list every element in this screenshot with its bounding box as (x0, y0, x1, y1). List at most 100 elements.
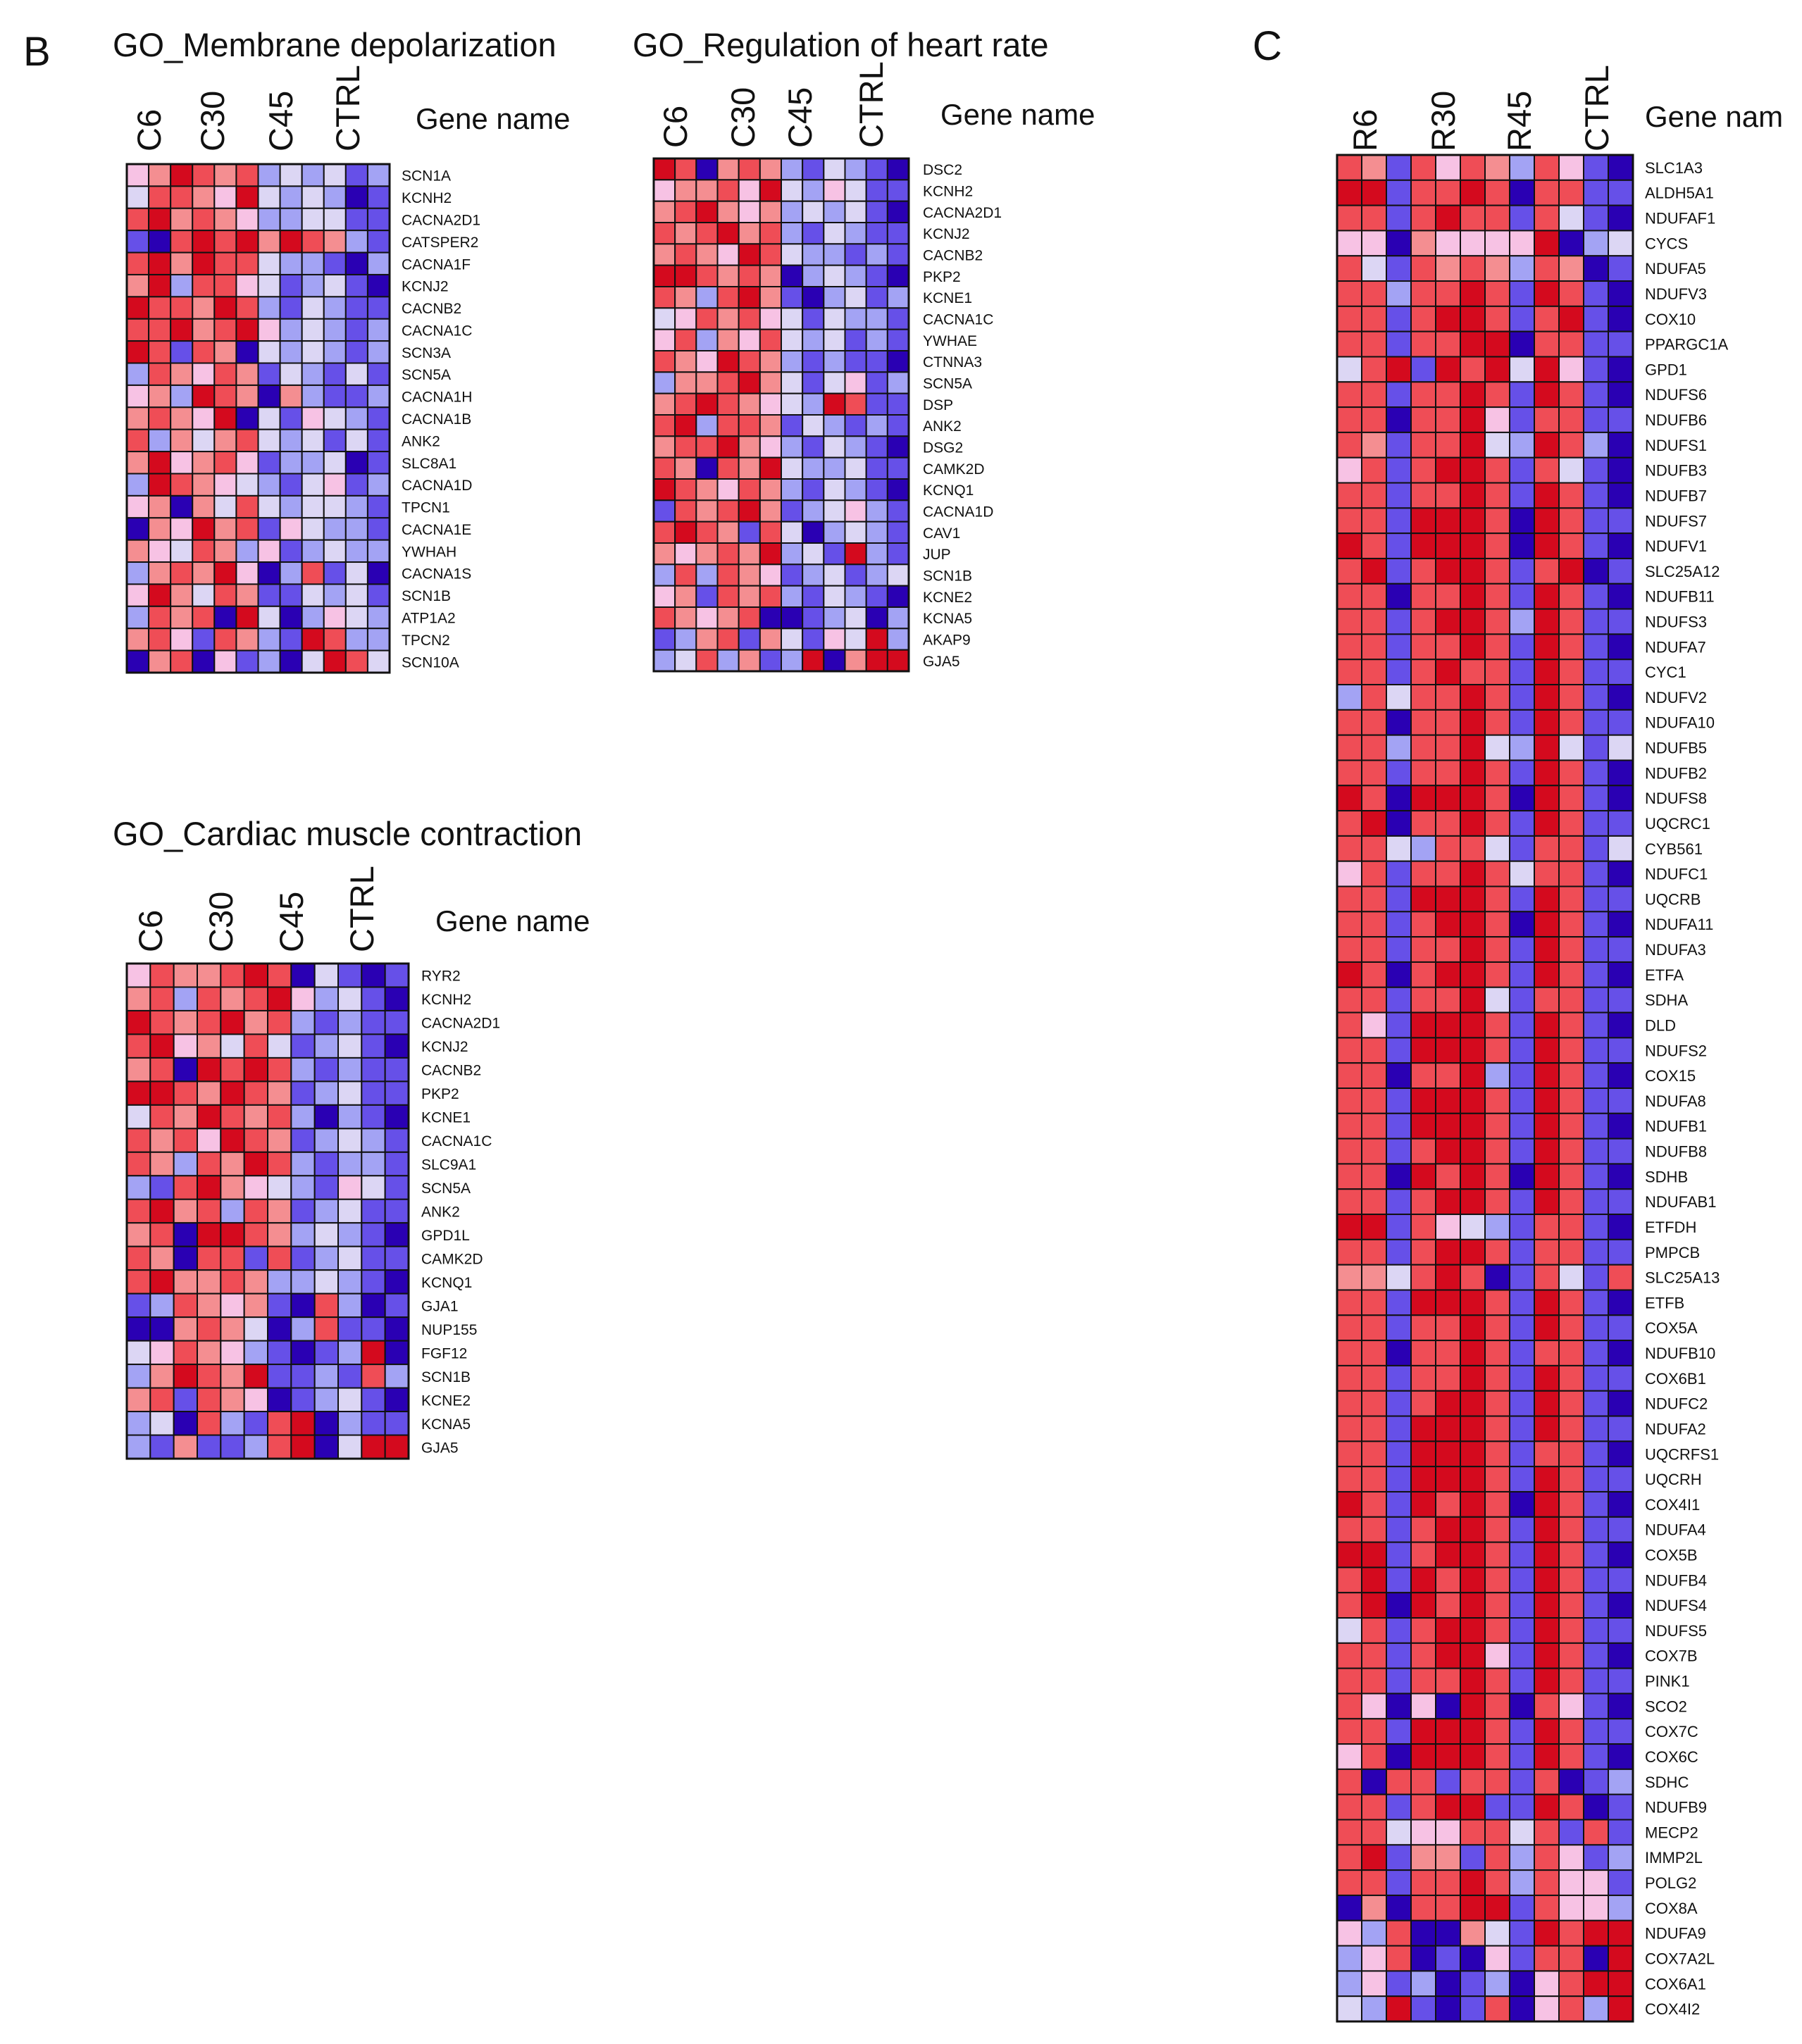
heatmap-cell (323, 230, 347, 254)
heatmap-cell (1583, 608, 1609, 635)
heatmap-cell (267, 1340, 292, 1366)
heatmap-cell (279, 517, 303, 541)
heatmap-cell (716, 478, 740, 501)
heatmap-cell (1608, 1869, 1634, 1896)
heatmap-cell (257, 451, 281, 475)
heatmap-cell (1386, 280, 1412, 307)
heatmap-cell (197, 1434, 222, 1460)
heatmap-cell (1435, 1919, 1461, 1947)
heatmap-cell (1583, 330, 1609, 358)
heatmap-cell (344, 296, 368, 320)
heatmap-cell (323, 583, 347, 607)
heatmap-cell (1460, 280, 1486, 307)
heatmap-cell (1583, 1995, 1609, 2022)
heatmap-cell (323, 473, 347, 497)
heatmap-cell (323, 605, 347, 630)
heatmap-cell (1534, 532, 1560, 559)
heatmap-cell (148, 251, 172, 275)
heatmap-cell (1460, 1238, 1486, 1266)
heatmap-cell (1410, 1340, 1436, 1366)
heatmap-cell (759, 243, 782, 266)
heatmap-cell (1484, 1919, 1510, 1947)
gene-label-cacna1e: CACNA1E (402, 522, 471, 538)
heatmap-cell (170, 163, 194, 187)
heatmap-cell (1460, 431, 1486, 459)
gene-label-akap9: AKAP9 (923, 632, 971, 649)
heatmap-cell (1509, 1894, 1535, 1921)
gene-label-pkp2: PKP2 (923, 269, 961, 285)
heatmap-cell (313, 1269, 340, 1295)
heatmap-cell (1484, 482, 1510, 509)
heatmap-cell (337, 1198, 363, 1224)
heatmap-cell (1460, 1718, 1486, 1745)
heatmap-cell (781, 307, 804, 330)
gene-label-ank2: ANK2 (402, 433, 440, 449)
heatmap-cell (1386, 1743, 1412, 1770)
heatmap-cell (1608, 1390, 1634, 1417)
gene-label-ryr2: RYR2 (421, 968, 461, 985)
heatmap-cell (1410, 1667, 1436, 1695)
heatmap-cell (823, 435, 846, 459)
heatmap-cell (1410, 582, 1436, 610)
heatmap-cell (361, 963, 386, 988)
heatmap-cell (1361, 406, 1387, 433)
heatmap-cell (213, 406, 237, 430)
heatmap-cell (1509, 532, 1535, 559)
heatmap-cell (1484, 406, 1510, 433)
heatmap-cell (337, 1104, 363, 1130)
heatmap-cell (1336, 1919, 1362, 1947)
heatmap-cell (126, 583, 150, 607)
heatmap-cell (290, 1222, 316, 1247)
heatmap-cell (1361, 582, 1387, 610)
heatmap-cell (1608, 1642, 1634, 1669)
heatmap-cell (1608, 330, 1634, 358)
heatmap-cell (1484, 684, 1510, 711)
heatmap-cell (1361, 986, 1387, 1014)
heatmap-cell (213, 384, 237, 409)
heatmap-cell (323, 185, 347, 209)
heatmap-cell (126, 451, 150, 475)
gene-label-ndufa9: NDUFA9 (1645, 1925, 1706, 1943)
heatmap-cell (1558, 1138, 1584, 1165)
heatmap-cell (1460, 961, 1486, 988)
heatmap-cell (170, 384, 194, 409)
heatmap-cell (213, 318, 237, 342)
heatmap-cell (126, 1411, 151, 1436)
gene-label-ndufb3: NDUFB3 (1645, 462, 1707, 480)
heatmap-cell (759, 435, 782, 459)
heatmap-cell (781, 585, 804, 608)
heatmap-cell (674, 328, 697, 352)
heatmap-cell (1410, 1264, 1436, 1291)
column-group-label-c45: C45 (262, 91, 299, 151)
heatmap-cell (802, 542, 825, 566)
heatmap-cell (220, 1009, 245, 1035)
heatmap-cell (781, 350, 804, 373)
heatmap-cell (1583, 1617, 1609, 1644)
heatmap-cell (323, 539, 347, 563)
heatmap-cell (173, 1340, 198, 1366)
gene-label-gja5: GJA5 (421, 1440, 459, 1456)
heatmap-cell (213, 428, 237, 453)
heatmap-cell (1361, 1844, 1387, 1871)
heatmap-cell (1435, 1592, 1461, 1619)
heatmap-cell (1361, 1490, 1387, 1518)
heatmap-border (652, 157, 910, 673)
heatmap-cell (1460, 1642, 1486, 1669)
heatmap-cell (126, 1198, 151, 1224)
heatmap-cell (173, 1387, 198, 1413)
heatmap-cell (695, 521, 719, 544)
heatmap-cell (213, 273, 237, 298)
heatmap-cell (257, 251, 281, 275)
heatmap-cell (1435, 507, 1461, 535)
heatmap-cell (1336, 911, 1362, 938)
heatmap-cell (1460, 1869, 1486, 1896)
heatmap-cell (1583, 633, 1609, 661)
heatmap-cell (170, 649, 194, 673)
heatmap-cell (1410, 179, 1436, 206)
heatmap-cell (1534, 1945, 1560, 1972)
heatmap-cell (1484, 330, 1510, 358)
heatmap-cell (1361, 1541, 1387, 1569)
heatmap-cell (337, 1033, 363, 1059)
heatmap-cell (886, 350, 909, 373)
